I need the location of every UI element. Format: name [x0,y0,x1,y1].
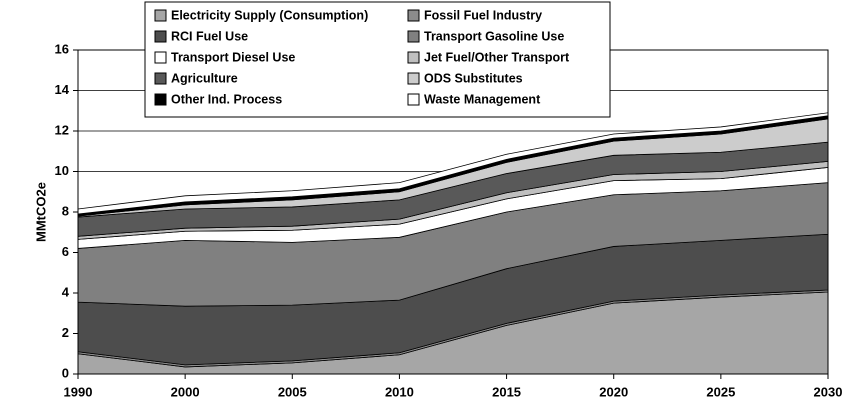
x-tick-label: 2030 [814,384,843,399]
legend-label: Electricity Supply (Consumption) [171,8,368,22]
x-tick-label: 2010 [385,384,414,399]
legend-label: Other Ind. Process [171,92,282,106]
y-tick-label: 0 [62,365,69,380]
y-tick-label: 14 [55,82,70,97]
y-tick-label: 6 [62,244,69,259]
legend-swatch [407,9,420,22]
legend-label: Fossil Fuel Industry [424,8,542,22]
legend-label: RCI Fuel Use [171,29,248,43]
legend-swatch [154,51,167,64]
legend-swatch [154,9,167,22]
y-tick-label: 16 [55,41,69,56]
legend-label: ODS Substitutes [424,71,523,85]
y-tick-label: 12 [55,122,69,137]
y-tick-label: 4 [62,284,70,299]
legend-swatch [407,93,420,106]
x-tick-label: 2020 [599,384,628,399]
legend-label: Jet Fuel/Other Transport [424,50,570,64]
x-tick-label: 2025 [706,384,735,399]
legend-swatch [407,51,420,64]
x-tick-label: 2000 [171,384,200,399]
y-tick-label: 10 [55,163,69,178]
x-tick-label: 2005 [278,384,307,399]
legend-swatch [154,93,167,106]
y-tick-label: 2 [62,325,69,340]
legend-swatch [154,72,167,85]
legend-label: Agriculture [171,71,238,85]
legend-swatch [154,30,167,43]
legend-swatch [407,30,420,43]
legend-box [144,1,611,118]
y-tick-label: 8 [62,203,69,218]
y-axis-label: MMtCO2e [33,182,48,242]
legend-swatch [407,72,420,85]
x-tick-label: 2015 [492,384,521,399]
legend-label: Waste Management [424,92,541,106]
legend-label: Transport Gasoline Use [424,29,564,43]
x-tick-label: 1990 [64,384,93,399]
legend-label: Transport Diesel Use [171,50,295,64]
